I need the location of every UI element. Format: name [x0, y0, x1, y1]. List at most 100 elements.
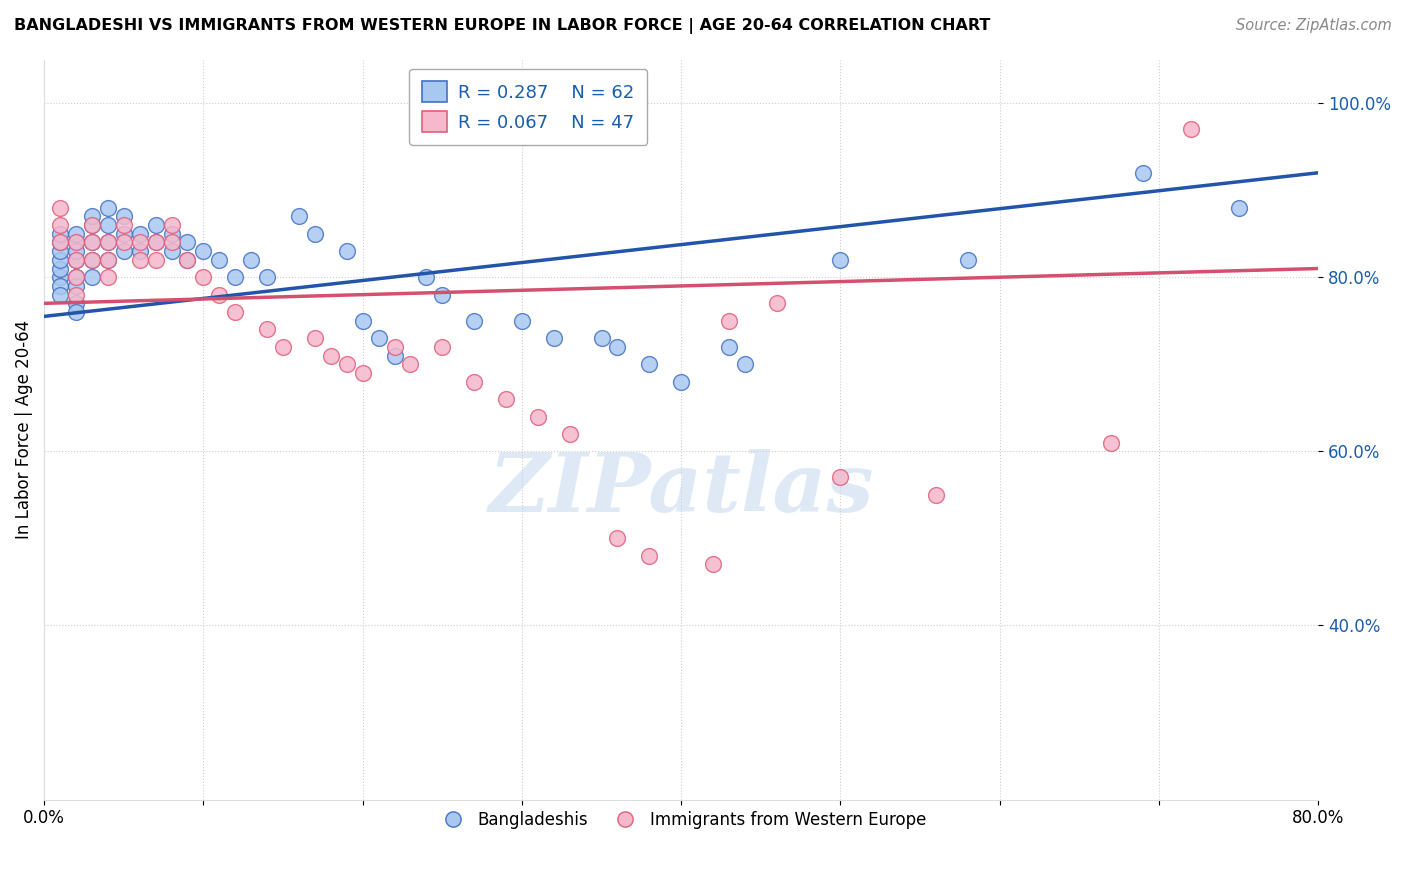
- Point: [65, 244, 87, 259]
- Point: [128, 252, 150, 267]
- Point: [415, 270, 437, 285]
- Point: [176, 235, 198, 250]
- Legend: Bangladeshis, Immigrants from Western Europe: Bangladeshis, Immigrants from Western Eu…: [429, 805, 934, 836]
- Point: [256, 270, 278, 285]
- Point: [80, 235, 103, 250]
- Point: [1180, 122, 1202, 136]
- Point: [830, 252, 852, 267]
- Point: [271, 340, 294, 354]
- Point: [638, 549, 661, 563]
- Point: [1132, 166, 1154, 180]
- Text: ZIPatlas: ZIPatlas: [488, 449, 875, 529]
- Point: [432, 340, 454, 354]
- Point: [558, 426, 581, 441]
- Point: [367, 331, 389, 345]
- Point: [288, 209, 311, 223]
- Point: [145, 252, 167, 267]
- Point: [495, 392, 517, 406]
- Point: [193, 270, 215, 285]
- Point: [65, 296, 87, 310]
- Point: [80, 218, 103, 232]
- Point: [176, 252, 198, 267]
- Point: [717, 340, 740, 354]
- Point: [193, 244, 215, 259]
- Point: [65, 227, 87, 241]
- Point: [80, 209, 103, 223]
- Point: [65, 270, 87, 285]
- Point: [97, 218, 120, 232]
- Y-axis label: In Labor Force | Age 20-64: In Labor Force | Age 20-64: [15, 320, 32, 539]
- Point: [49, 201, 72, 215]
- Point: [80, 235, 103, 250]
- Point: [65, 287, 87, 301]
- Point: [176, 252, 198, 267]
- Point: [319, 349, 342, 363]
- Point: [336, 357, 359, 371]
- Point: [734, 357, 756, 371]
- Point: [80, 252, 103, 267]
- Point: [160, 244, 183, 259]
- Point: [925, 488, 948, 502]
- Point: [112, 235, 135, 250]
- Point: [65, 252, 87, 267]
- Point: [527, 409, 550, 424]
- Point: [97, 235, 120, 250]
- Point: [49, 261, 72, 276]
- Point: [128, 227, 150, 241]
- Point: [65, 235, 87, 250]
- Point: [304, 331, 326, 345]
- Point: [160, 218, 183, 232]
- Point: [49, 252, 72, 267]
- Point: [97, 252, 120, 267]
- Point: [112, 218, 135, 232]
- Text: Source: ZipAtlas.com: Source: ZipAtlas.com: [1236, 18, 1392, 33]
- Point: [702, 558, 724, 572]
- Point: [65, 252, 87, 267]
- Point: [49, 227, 72, 241]
- Point: [97, 235, 120, 250]
- Point: [352, 366, 374, 380]
- Point: [65, 279, 87, 293]
- Point: [1099, 435, 1122, 450]
- Point: [336, 244, 359, 259]
- Point: [304, 227, 326, 241]
- Point: [510, 314, 533, 328]
- Point: [49, 270, 72, 285]
- Point: [112, 209, 135, 223]
- Point: [256, 322, 278, 336]
- Point: [160, 227, 183, 241]
- Point: [830, 470, 852, 484]
- Point: [956, 252, 979, 267]
- Point: [80, 252, 103, 267]
- Point: [463, 314, 485, 328]
- Point: [49, 279, 72, 293]
- Point: [65, 305, 87, 319]
- Point: [1227, 201, 1250, 215]
- Point: [112, 244, 135, 259]
- Point: [160, 235, 183, 250]
- Point: [669, 375, 692, 389]
- Point: [384, 349, 406, 363]
- Point: [224, 270, 246, 285]
- Point: [49, 244, 72, 259]
- Point: [49, 235, 72, 250]
- Text: BANGLADESHI VS IMMIGRANTS FROM WESTERN EUROPE IN LABOR FORCE | AGE 20-64 CORRELA: BANGLADESHI VS IMMIGRANTS FROM WESTERN E…: [14, 18, 990, 34]
- Point: [145, 218, 167, 232]
- Point: [208, 287, 231, 301]
- Point: [65, 235, 87, 250]
- Point: [399, 357, 422, 371]
- Point: [97, 201, 120, 215]
- Point: [80, 218, 103, 232]
- Point: [638, 357, 661, 371]
- Point: [49, 235, 72, 250]
- Point: [543, 331, 565, 345]
- Point: [224, 305, 246, 319]
- Point: [145, 235, 167, 250]
- Point: [49, 287, 72, 301]
- Point: [240, 252, 263, 267]
- Point: [606, 532, 628, 546]
- Point: [128, 235, 150, 250]
- Point: [591, 331, 613, 345]
- Point: [80, 270, 103, 285]
- Point: [128, 244, 150, 259]
